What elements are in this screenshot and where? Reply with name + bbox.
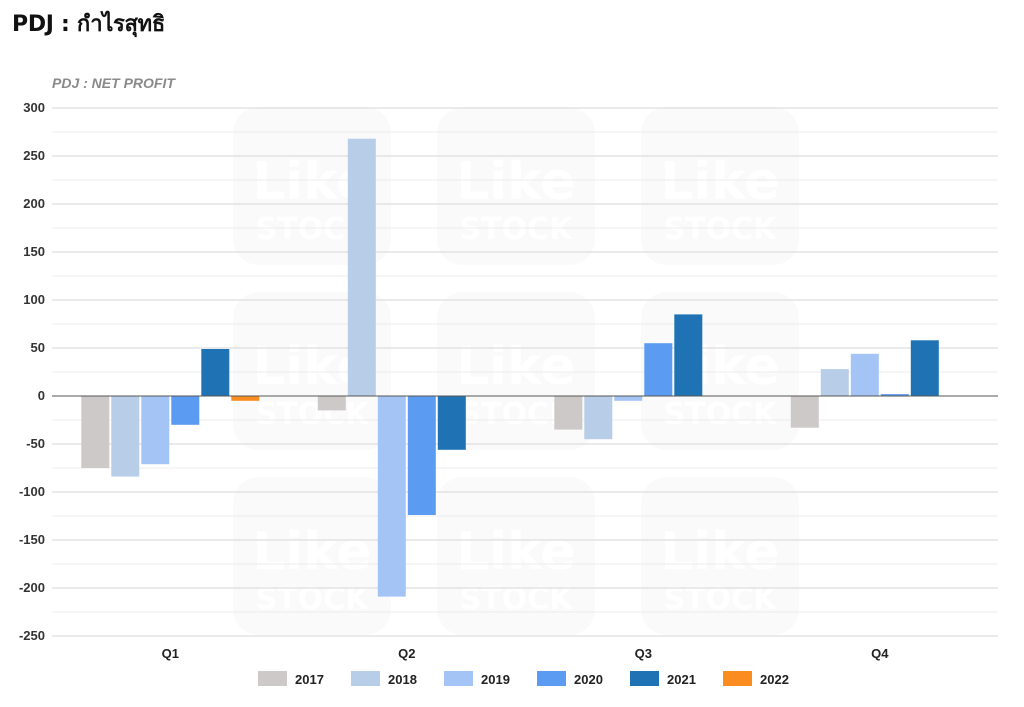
watermark-line1: Like xyxy=(252,522,371,582)
y-tick-label: 200 xyxy=(23,196,45,211)
bar-2020-Q4 xyxy=(880,394,909,396)
legend-label: 2019 xyxy=(481,672,510,687)
legend-label: 2022 xyxy=(760,672,789,687)
legend-label: 2020 xyxy=(574,672,603,687)
x-tick-label: Q2 xyxy=(398,646,415,661)
legend-label: 2021 xyxy=(667,672,696,687)
y-tick-label: -200 xyxy=(19,580,45,595)
bar-2017-Q4 xyxy=(790,396,819,428)
legend-label: 2018 xyxy=(388,672,417,687)
y-tick-label: -250 xyxy=(19,628,45,643)
bar-2019-Q2 xyxy=(377,396,406,597)
legend-label: 2017 xyxy=(295,672,324,687)
watermark-line1: Like xyxy=(456,152,575,212)
legend-item-2020[interactable]: 2020 xyxy=(537,671,603,687)
watermark-line1: Like xyxy=(456,522,575,582)
legend-swatch xyxy=(351,671,380,686)
bar-2018-Q4 xyxy=(820,369,849,396)
legend: 2017 2018 2019 2020 2021 2022 xyxy=(258,671,789,687)
watermark-line1: Like xyxy=(660,522,779,582)
legend-swatch xyxy=(444,671,473,686)
y-axis: 300 250 200 150 100 50 0 -50 -100 -150 -200 -250 xyxy=(19,100,45,643)
bar-2018-Q3 xyxy=(584,396,613,440)
y-tick-label: 300 xyxy=(23,100,45,115)
bar-2021-Q4 xyxy=(910,340,939,396)
y-tick-label: -150 xyxy=(19,532,45,547)
bar-2020-Q3 xyxy=(644,343,673,396)
watermark-line2: STOCK xyxy=(256,397,371,432)
x-tick-label: Q1 xyxy=(162,646,179,661)
y-tick-label: 150 xyxy=(23,244,45,259)
y-tick-label: 250 xyxy=(23,148,45,163)
bar-2018-Q1 xyxy=(111,396,140,477)
watermark-layer: LikeSTOCKLikeSTOCKLikeSTOCKLikeSTOCKLike… xyxy=(233,107,799,635)
y-tick-label: 50 xyxy=(31,340,45,355)
legend-swatch xyxy=(630,671,659,686)
bar-2019-Q1 xyxy=(141,396,170,465)
legend-item-2021[interactable]: 2021 xyxy=(630,671,696,687)
bar-2018-Q2 xyxy=(347,138,376,396)
y-tick-label: 0 xyxy=(38,388,45,403)
bar-2017-Q3 xyxy=(554,396,583,430)
bar-2017-Q1 xyxy=(81,396,110,468)
bar-2022-Q1 xyxy=(231,396,260,401)
legend-item-2018[interactable]: 2018 xyxy=(351,671,417,687)
bar-2019-Q3 xyxy=(614,396,643,401)
y-tick-label: 100 xyxy=(23,292,45,307)
legend-item-2022[interactable]: 2022 xyxy=(723,671,789,687)
x-tick-label: Q4 xyxy=(871,646,889,661)
watermark-line1: Like xyxy=(660,152,779,212)
bar-2021-Q1 xyxy=(201,349,230,396)
bar-2019-Q4 xyxy=(850,353,879,396)
bar-2020-Q1 xyxy=(171,396,200,425)
watermark-line1: Like xyxy=(456,337,575,397)
x-tick-label: Q3 xyxy=(635,646,652,661)
y-tick-label: -50 xyxy=(26,436,45,451)
bar-2021-Q3 xyxy=(674,314,703,396)
bar-2020-Q2 xyxy=(407,396,436,515)
legend-swatch xyxy=(258,671,287,686)
bar-2021-Q2 xyxy=(437,396,466,450)
legend-item-2019[interactable]: 2019 xyxy=(444,671,510,687)
watermark-line2: STOCK xyxy=(664,397,779,432)
bars-layer xyxy=(52,138,998,597)
legend-swatch xyxy=(723,671,752,686)
legend-item-2017[interactable]: 2017 xyxy=(258,671,324,687)
legend-swatch xyxy=(537,671,566,686)
x-axis: Q1 Q2 Q3 Q4 xyxy=(162,646,890,661)
bar-2017-Q2 xyxy=(317,396,346,411)
page-title: PDJ : กำไรสุทธิ xyxy=(12,12,165,37)
chart-title: PDJ : NET PROFIT xyxy=(52,75,176,91)
watermark-line2: STOCK xyxy=(460,212,575,247)
y-tick-label: -100 xyxy=(19,484,45,499)
watermark-line2: STOCK xyxy=(664,212,779,247)
